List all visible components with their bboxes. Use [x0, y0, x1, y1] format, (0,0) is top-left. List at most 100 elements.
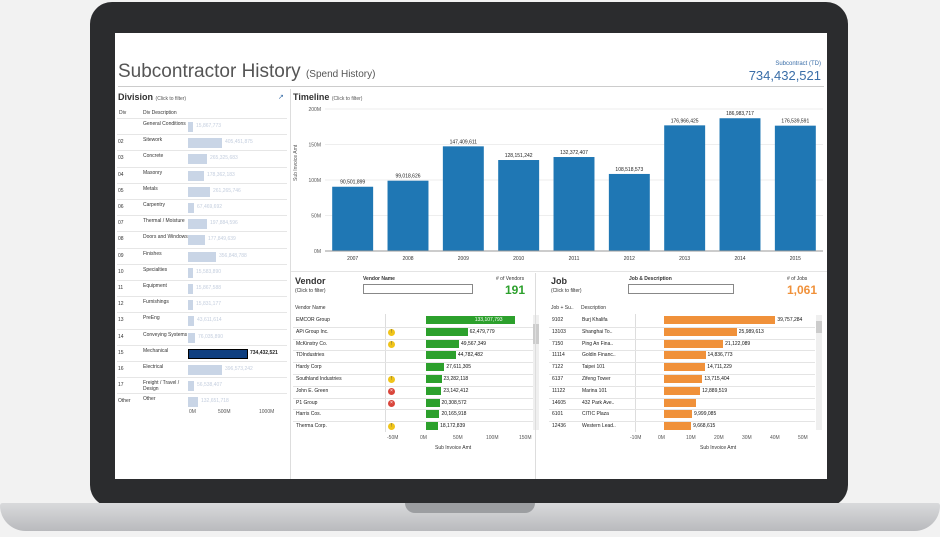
job-desc[interactable]: CITIC Plaza	[582, 411, 609, 418]
vendor-scroll-thumb[interactable]	[533, 324, 539, 344]
job-code[interactable]: 12436	[552, 423, 566, 430]
vendor-bar[interactable]	[426, 339, 460, 348]
job-desc[interactable]: Western Lead..	[582, 423, 616, 430]
job-desc[interactable]: Marina 101	[582, 387, 608, 394]
division-row[interactable]: 11 Equipment 15,867,588	[117, 280, 287, 296]
division-row[interactable]: 08 Doors and Windows 177,849,639	[117, 231, 287, 247]
division-value: 43,611,614	[197, 317, 222, 324]
timeline-bar[interactable]	[608, 173, 650, 251]
timeline-bar[interactable]	[664, 125, 706, 251]
job-bar-label: 25,989,613	[738, 328, 764, 335]
job-bar[interactable]	[664, 375, 703, 383]
job-bar[interactable]	[664, 386, 701, 395]
division-row[interactable]: 02 Sitework 405,451,875	[117, 134, 287, 150]
job-desc[interactable]: 432 Park Ave..	[582, 399, 615, 406]
division-row[interactable]: 14 Conveying Systems 76,035,890	[117, 328, 287, 345]
job-code[interactable]: 6137	[552, 376, 564, 382]
vendor-bar[interactable]	[426, 363, 445, 372]
job-code[interactable]: 9102	[552, 317, 564, 323]
job-bar[interactable]	[664, 316, 776, 324]
timeline-bar-label: 132,372,407	[560, 150, 588, 156]
job-bar[interactable]	[664, 410, 692, 419]
division-row[interactable]: Other Other 132,651,718	[117, 393, 287, 409]
division-row[interactable]: 07 Thermal / Moisture 197,884,596	[117, 215, 287, 231]
timeline-bar[interactable]	[442, 146, 484, 251]
job-code[interactable]: 7150	[552, 340, 564, 347]
job-desc[interactable]: Ping An Fina..	[582, 340, 614, 347]
kpi-value: 734,432,521	[748, 68, 821, 83]
vendor-bar[interactable]	[426, 422, 439, 431]
division-code: 17	[118, 382, 124, 389]
division-row[interactable]: General Conditions 15,867,773	[117, 118, 287, 134]
vendor-name[interactable]: Southland Industries	[296, 376, 342, 382]
job-code[interactable]: 7122	[552, 364, 564, 371]
division-row[interactable]: 16 Electrical 396,573,242	[117, 361, 287, 377]
job-code[interactable]: 14605	[552, 399, 566, 406]
division-value: 178,362,183	[207, 171, 235, 178]
job-desc[interactable]: Taipei 101	[582, 364, 605, 371]
vendor-xlabel: Sub Invoice Amt	[435, 445, 472, 451]
vendor-bar[interactable]	[426, 316, 515, 324]
division-row[interactable]: 12 Furnishings 15,831,177	[117, 296, 287, 312]
division-row[interactable]: 06 Carpentry 67,469,692	[117, 199, 287, 215]
vendor-scrollbar[interactable]	[533, 315, 539, 430]
vendor-name[interactable]: EMCOR Group	[296, 317, 330, 323]
job-scroll-thumb[interactable]	[816, 321, 822, 333]
vendor-name[interactable]: McKinstry Co.	[296, 340, 328, 347]
division-row[interactable]: 03 Concrete 265,325,683	[117, 150, 287, 166]
job-code[interactable]: 13103	[552, 328, 566, 335]
division-bar	[188, 316, 194, 327]
division-row[interactable]: 10 Specialties 15,583,890	[117, 263, 287, 280]
job-xtick: -10M	[630, 435, 642, 441]
timeline-bar[interactable]	[774, 125, 816, 251]
division-row[interactable]: 13 PreEng 43,611,614	[117, 312, 287, 328]
division-value: 177,849,639	[208, 236, 236, 243]
job-desc[interactable]: Zifeng Tower	[582, 376, 611, 382]
division-code: Other	[118, 398, 131, 405]
vendor-bar-label: 133,107,793	[474, 317, 503, 323]
popout-icon[interactable]: ↗	[278, 94, 284, 101]
division-row[interactable]: 05 Metals 261,265,746	[117, 182, 287, 199]
division-row[interactable]: 17 Freight / Travel / Design 56,538,407	[117, 377, 287, 393]
vendor-bar[interactable]	[426, 327, 468, 336]
vendor-hint: (Click to filter)	[295, 288, 326, 294]
vendor-bar[interactable]	[426, 398, 440, 407]
job-bar[interactable]	[664, 339, 724, 348]
job-desc[interactable]: Burj Khalifa	[582, 317, 608, 323]
vendor-bar[interactable]	[426, 410, 440, 419]
vendor-bar[interactable]	[426, 386, 442, 395]
vendor-name[interactable]: APi Group Inc.	[296, 328, 329, 335]
vendor-name[interactable]: John E. Green	[296, 387, 329, 394]
timeline-bar[interactable]	[719, 118, 761, 251]
timeline-bar[interactable]	[387, 180, 429, 251]
vendor-name[interactable]: Therma Corp.	[296, 423, 327, 430]
vendor-name[interactable]: Harris Cos.	[296, 411, 322, 418]
job-bar[interactable]	[664, 327, 737, 336]
job-scrollbar[interactable]	[816, 315, 822, 430]
job-code[interactable]: 6101	[552, 411, 564, 418]
vendor-bar[interactable]	[426, 375, 442, 383]
vendor-filter-input[interactable]	[363, 284, 473, 294]
timeline-bar[interactable]	[332, 186, 374, 251]
job-bar[interactable]	[664, 363, 706, 372]
vendor-bar[interactable]	[426, 351, 456, 360]
job-bar[interactable]	[664, 351, 706, 360]
division-desc: Concrete	[143, 153, 164, 160]
job-code[interactable]: 11114	[552, 352, 565, 359]
division-row[interactable]: 09 Finishes 356,848,788	[117, 247, 287, 264]
job-desc[interactable]: Goldin Financ..	[582, 352, 616, 359]
vendor-name[interactable]: P1 Group	[296, 399, 318, 406]
vendor-name[interactable]: TDIndustries	[296, 352, 325, 359]
timeline-bar[interactable]	[498, 160, 540, 251]
division-row[interactable]: 04 Masonry 178,362,183	[117, 166, 287, 183]
timeline-bar-label: 147,409,611	[450, 139, 478, 145]
job-code[interactable]: 11122	[552, 387, 566, 394]
timeline-bar[interactable]	[553, 157, 595, 251]
vendor-name[interactable]: Hardy Corp	[296, 364, 322, 371]
job-desc[interactable]: Shanghai To..	[582, 328, 613, 335]
job-bar[interactable]	[664, 422, 692, 431]
division-desc: Other	[143, 396, 156, 403]
job-filter-input[interactable]	[628, 284, 734, 294]
job-bar[interactable]	[664, 398, 696, 407]
division-row[interactable]: 15 Mechanical 734,432,521	[117, 344, 287, 361]
